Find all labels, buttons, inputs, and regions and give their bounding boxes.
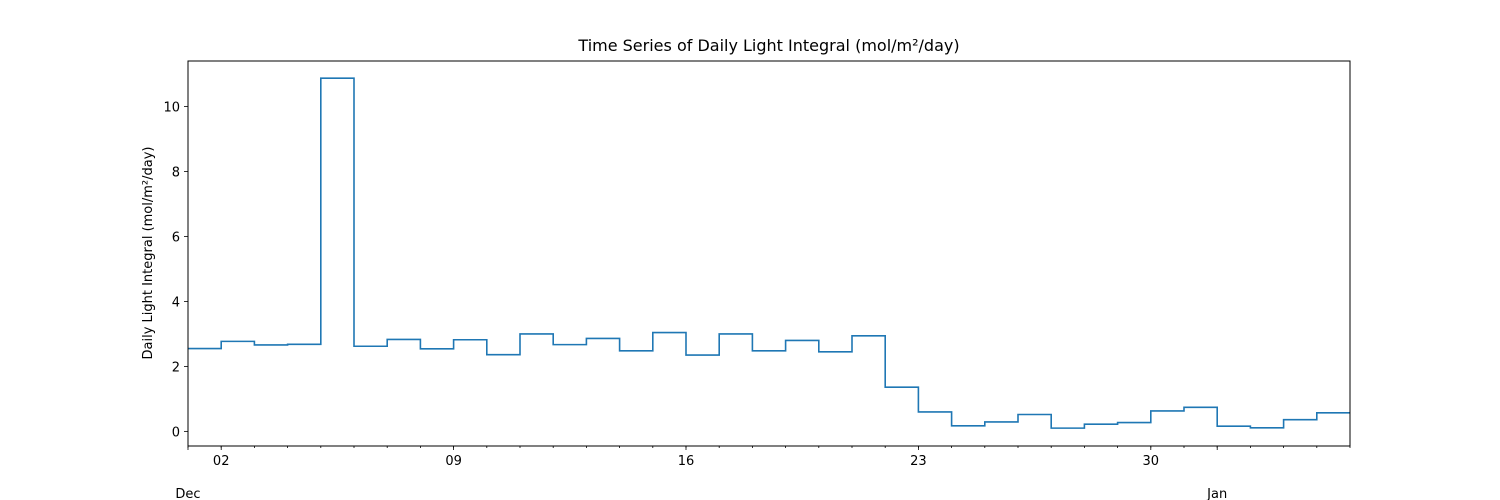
y-tick-label: 0: [172, 425, 180, 440]
y-axis-label: Daily Light Integral (mol/m²/day): [141, 147, 156, 360]
x-tick-label: 02: [213, 454, 230, 469]
y-tick-label: 6: [172, 230, 180, 245]
y-axis: 0 2 4 6 8 10: [163, 100, 188, 440]
x-tick-label: 16: [678, 454, 695, 469]
x-tick-label: 30: [1143, 454, 1160, 469]
x-month-label: Jan: [1206, 487, 1227, 500]
y-tick-label: 8: [172, 165, 180, 180]
y-tick-label: 10: [163, 100, 180, 115]
plot-area: [188, 77, 1350, 429]
x-month-label: Dec: [175, 487, 200, 500]
x-tick-label: 09: [445, 454, 462, 469]
chart-title: Time Series of Daily Light Integral (mol…: [577, 36, 959, 55]
y-tick-label: 4: [172, 295, 180, 310]
x-tick-label: 23: [910, 454, 927, 469]
series-line-0: [188, 77, 1350, 429]
plot-frame: [187, 60, 1351, 447]
y-tick-label: 2: [172, 360, 180, 375]
x-axis: 02 09 16 23 30 Dec Jan: [175, 446, 1351, 500]
